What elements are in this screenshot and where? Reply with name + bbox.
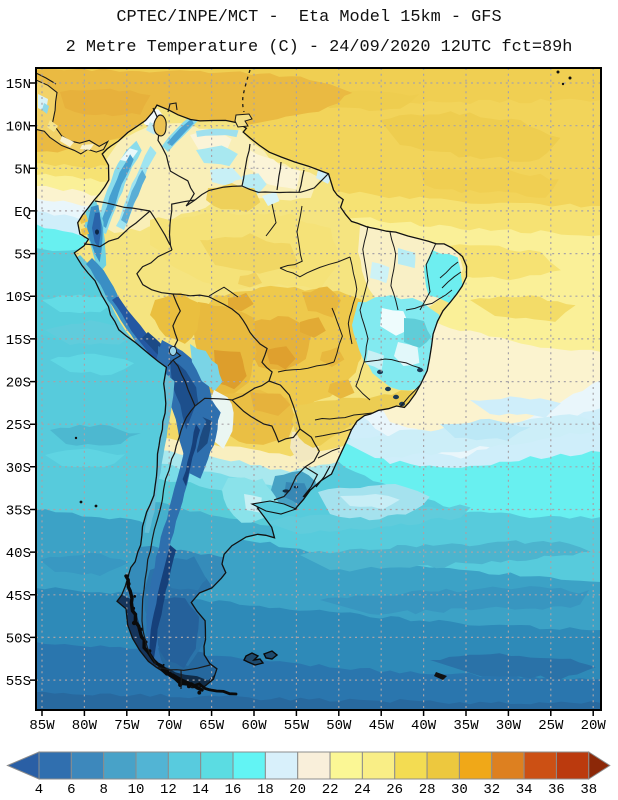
svg-text:14: 14 [192, 782, 209, 798]
svg-text:55S: 55S [6, 674, 31, 690]
svg-text:10N: 10N [6, 120, 31, 136]
svg-text:26: 26 [386, 782, 403, 798]
svg-text:35W: 35W [453, 718, 479, 734]
svg-text:20W: 20W [581, 718, 607, 734]
svg-text:28: 28 [419, 782, 436, 798]
svg-text:32: 32 [483, 782, 500, 798]
svg-text:15N: 15N [6, 77, 31, 93]
svg-text:45W: 45W [369, 718, 395, 734]
svg-text:30W: 30W [496, 718, 522, 734]
svg-text:36: 36 [548, 782, 565, 798]
svg-text:34: 34 [516, 782, 533, 798]
svg-text:10S: 10S [6, 290, 31, 306]
svg-text:2 Metre Temperature (C) - 24/0: 2 Metre Temperature (C) - 24/09/2020 12U… [66, 38, 573, 57]
svg-text:10: 10 [128, 782, 145, 798]
svg-text:16: 16 [225, 782, 242, 798]
svg-text:65W: 65W [199, 718, 225, 734]
svg-text:8: 8 [99, 782, 107, 798]
svg-text:6: 6 [67, 782, 75, 798]
svg-text:4: 4 [35, 782, 43, 798]
svg-text:85W: 85W [29, 718, 55, 734]
svg-text:20S: 20S [6, 376, 31, 392]
svg-text:12: 12 [160, 782, 177, 798]
svg-text:60W: 60W [241, 718, 267, 734]
svg-text:24: 24 [354, 782, 371, 798]
svg-text:35S: 35S [6, 504, 31, 520]
svg-text:50W: 50W [326, 718, 352, 734]
svg-text:40S: 40S [6, 546, 31, 562]
svg-text:80W: 80W [72, 718, 98, 734]
svg-text:40W: 40W [411, 718, 437, 734]
svg-text:30S: 30S [6, 461, 31, 477]
svg-text:50S: 50S [6, 631, 31, 647]
svg-text:CPTEC/INPE/MCT - Eta Model 15: CPTEC/INPE/MCT - Eta Model 15km - GFS [116, 8, 501, 27]
svg-text:20: 20 [289, 782, 306, 798]
svg-text:70W: 70W [157, 718, 183, 734]
svg-text:15S: 15S [6, 333, 31, 349]
svg-text:5S: 5S [14, 248, 31, 264]
svg-text:25W: 25W [538, 718, 564, 734]
svg-text:22: 22 [322, 782, 339, 798]
svg-text:75W: 75W [114, 718, 140, 734]
svg-text:45S: 45S [6, 589, 31, 605]
svg-text:25S: 25S [6, 418, 31, 434]
svg-text:55W: 55W [284, 718, 310, 734]
svg-text:18: 18 [257, 782, 274, 798]
svg-text:38: 38 [580, 782, 597, 798]
svg-text:EQ: EQ [14, 205, 31, 221]
svg-text:30: 30 [451, 782, 468, 798]
svg-text:5N: 5N [14, 162, 31, 178]
